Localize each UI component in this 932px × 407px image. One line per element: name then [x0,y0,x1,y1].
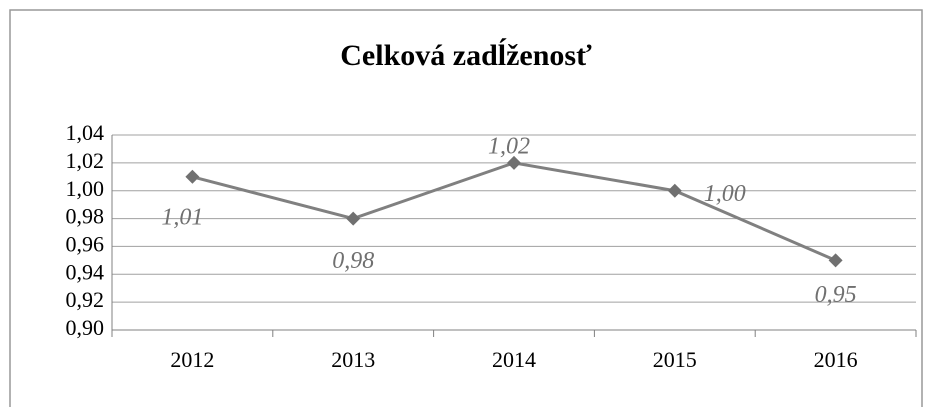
data-label: 1,01 [161,204,203,230]
data-label: 0,98 [332,248,374,274]
x-tick-label: 2012 [170,347,214,372]
y-tick-label: 0,96 [66,231,105,256]
y-tick-label: 0,90 [66,315,105,340]
x-tick-label: 2016 [814,347,858,372]
data-label: 1,02 [488,133,530,159]
chart-frame [9,9,923,407]
x-tick-label: 2013 [331,347,375,372]
y-tick-label: 1,04 [66,120,105,145]
y-tick-label: 0,94 [66,259,105,284]
marker [828,253,843,268]
y-tick-label: 1,00 [66,176,105,201]
data-label: 1,00 [704,181,746,207]
line [192,161,837,262]
x-tick-label: 2015 [653,347,697,372]
y-tick-label: 1,02 [66,148,105,173]
data-label: 0,95 [815,282,857,308]
chart-title: Celková zadĺženosť [340,38,592,72]
marker [346,211,361,226]
x-tick-label: 2014 [492,347,536,372]
marker [507,155,521,170]
y-tick-label: 0,92 [66,287,105,312]
marker [185,169,200,184]
y-tick-label: 0,98 [66,204,105,229]
marker [667,183,682,198]
